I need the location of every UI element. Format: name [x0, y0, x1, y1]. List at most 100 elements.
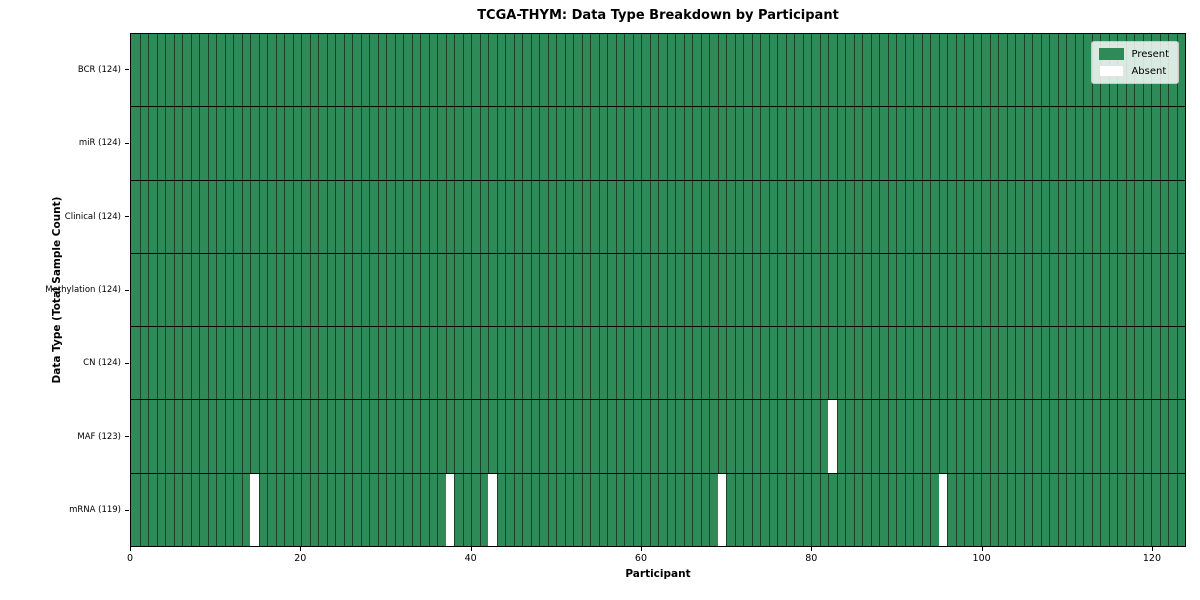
heatmap-cell	[148, 253, 157, 327]
heatmap-cell	[760, 400, 769, 473]
heatmap-cell	[751, 400, 760, 473]
heatmap-cell	[930, 327, 939, 400]
heatmap-cell	[207, 180, 216, 253]
heatmap-cell	[624, 473, 633, 546]
heatmap-cell	[598, 473, 607, 546]
heatmap-cell	[471, 180, 480, 253]
heatmap-cell	[284, 473, 293, 546]
heatmap-cell	[564, 400, 573, 473]
heatmap-cell	[794, 473, 803, 546]
heatmap-row-mrna	[131, 473, 1185, 546]
heatmap-cell	[139, 180, 148, 253]
heatmap-cell	[981, 400, 990, 473]
heatmap-cell	[190, 327, 199, 400]
heatmap-cell	[1023, 253, 1032, 327]
heatmap-cell	[139, 34, 148, 107]
heatmap-cell	[488, 253, 497, 327]
heatmap-cell	[1151, 180, 1160, 253]
heatmap-cell	[1100, 400, 1109, 473]
heatmap-cell	[1074, 473, 1083, 546]
heatmap-cell	[845, 107, 854, 180]
heatmap-cell	[182, 180, 191, 253]
heatmap-cell	[938, 400, 947, 473]
heatmap-cell	[556, 180, 565, 253]
heatmap-cell	[683, 327, 692, 400]
heatmap-cell	[675, 253, 684, 327]
heatmap-cell	[496, 400, 505, 473]
heatmap-cell	[717, 473, 726, 546]
heatmap-cell	[1159, 253, 1168, 327]
heatmap-cell	[802, 34, 811, 107]
heatmap-cell	[165, 180, 174, 253]
heatmap-cell	[1074, 107, 1083, 180]
heatmap-cell	[360, 107, 369, 180]
heatmap-cell	[1040, 180, 1049, 253]
heatmap-cell	[989, 34, 998, 107]
heatmap-cell	[607, 473, 616, 546]
heatmap-cell	[615, 34, 624, 107]
heatmap-cell	[445, 253, 454, 327]
heatmap-cell	[445, 180, 454, 253]
heatmap-cell	[488, 180, 497, 253]
heatmap-cell	[760, 253, 769, 327]
heatmap-cell	[1159, 327, 1168, 400]
x-tick-mark	[1151, 547, 1153, 551]
heatmap-cell	[284, 180, 293, 253]
heatmap-cell	[173, 327, 182, 400]
heatmap-cell	[955, 107, 964, 180]
heatmap-cell	[267, 327, 276, 400]
heatmap-cell	[1117, 473, 1126, 546]
heatmap-cell	[1023, 400, 1032, 473]
heatmap-cell	[726, 107, 735, 180]
heatmap-cell	[887, 180, 896, 253]
heatmap-cell	[522, 473, 531, 546]
heatmap-cell	[292, 327, 301, 400]
heatmap-cell	[887, 34, 896, 107]
heatmap-cell	[802, 400, 811, 473]
heatmap-cell	[828, 34, 837, 107]
heatmap-row-methylation	[131, 253, 1185, 328]
heatmap-cell	[573, 253, 582, 327]
heatmap-cell	[462, 34, 471, 107]
heatmap-cell	[921, 400, 930, 473]
heatmap-cell	[751, 327, 760, 400]
heatmap-cell	[1091, 253, 1100, 327]
heatmap-cell	[428, 400, 437, 473]
heatmap-cell	[156, 400, 165, 473]
heatmap-cell	[488, 473, 497, 546]
heatmap-cell	[156, 107, 165, 180]
heatmap-cell	[870, 473, 879, 546]
heatmap-row-maf	[131, 400, 1185, 474]
heatmap-cell	[709, 400, 718, 473]
heatmap-cell	[292, 253, 301, 327]
heatmap-cell	[1142, 473, 1151, 546]
heatmap-cell	[148, 327, 157, 400]
heatmap-cell	[437, 180, 446, 253]
x-tick-label: 80	[805, 553, 818, 564]
heatmap-cell	[989, 107, 998, 180]
y-tick-mark	[125, 142, 129, 144]
heatmap-cell	[649, 400, 658, 473]
heatmap-cell	[556, 327, 565, 400]
heatmap-cell	[216, 107, 225, 180]
heatmap-cell	[1134, 400, 1143, 473]
heatmap-cell	[913, 327, 922, 400]
heatmap-cell	[250, 107, 259, 180]
heatmap-cell	[292, 400, 301, 473]
heatmap-cell	[139, 253, 148, 327]
heatmap-cell	[1040, 107, 1049, 180]
heatmap-cell	[972, 34, 981, 107]
heatmap-cell	[955, 180, 964, 253]
heatmap-cell	[998, 107, 1007, 180]
heatmap-cell	[352, 327, 361, 400]
heatmap-cell	[233, 327, 242, 400]
heatmap-cell	[879, 34, 888, 107]
heatmap-cell	[590, 253, 599, 327]
heatmap-cell	[794, 327, 803, 400]
heatmap-cell	[879, 327, 888, 400]
heatmap-cell	[216, 34, 225, 107]
heatmap-cell	[862, 34, 871, 107]
heatmap-cell	[632, 180, 641, 253]
heatmap-cell	[530, 253, 539, 327]
heatmap-cell	[904, 107, 913, 180]
